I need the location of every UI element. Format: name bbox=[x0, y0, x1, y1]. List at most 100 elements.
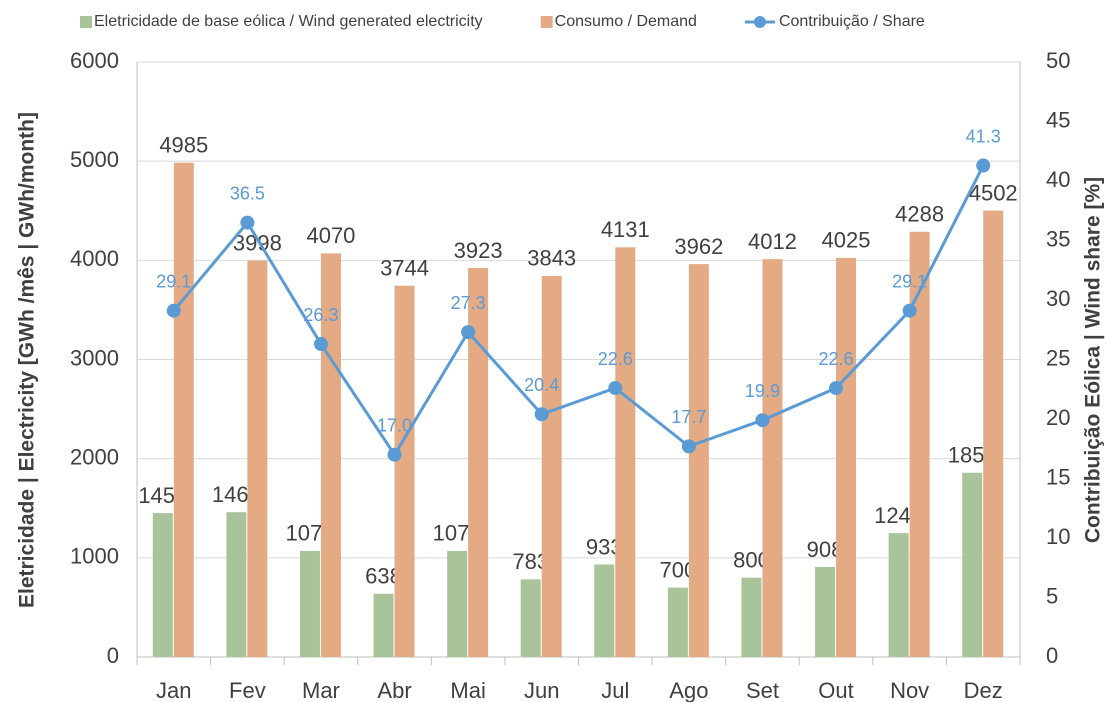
line bbox=[172, 164, 985, 458]
marker bbox=[461, 325, 476, 340]
data-label: 19.9 bbox=[745, 381, 780, 401]
y-tick-label: 1000 bbox=[70, 544, 119, 569]
marker bbox=[902, 303, 917, 318]
x-tick-label: Abr bbox=[377, 678, 411, 702]
marker bbox=[681, 439, 696, 454]
data-label: 4502 bbox=[969, 180, 1018, 205]
marker bbox=[829, 381, 844, 396]
y-tick-label: 5000 bbox=[70, 147, 119, 172]
x-tick-label: Jun bbox=[524, 678, 559, 702]
legend-swatch bbox=[80, 16, 92, 28]
data-label: 4131 bbox=[601, 217, 650, 242]
data-label: 3998 bbox=[233, 230, 282, 255]
bar bbox=[983, 210, 1004, 657]
bar bbox=[688, 264, 709, 657]
data-label: 4025 bbox=[822, 228, 871, 253]
y2-tick-label: 40 bbox=[1046, 167, 1070, 192]
bar bbox=[615, 247, 636, 657]
y-tick-label: 2000 bbox=[70, 444, 119, 469]
y2-tick-label: 0 bbox=[1046, 643, 1058, 668]
y2-tick-label: 35 bbox=[1046, 226, 1070, 251]
bar bbox=[226, 512, 247, 657]
y-tick-label: 4000 bbox=[70, 246, 119, 271]
bar bbox=[299, 550, 320, 657]
bar bbox=[667, 587, 688, 657]
y-tick-label: 0 bbox=[107, 643, 119, 668]
x-tick-label: Jul bbox=[601, 678, 629, 702]
y2-tick-label: 15 bbox=[1046, 464, 1070, 489]
bar bbox=[541, 275, 562, 657]
data-label: 20.4 bbox=[524, 375, 559, 395]
data-label: 27.3 bbox=[451, 293, 486, 313]
x-tick-label: Fev bbox=[229, 678, 266, 702]
marker bbox=[534, 407, 549, 422]
data-label: 3923 bbox=[454, 238, 503, 263]
bar bbox=[320, 253, 341, 657]
marker bbox=[755, 413, 770, 428]
y-axis-label: Eletricidade | Electricity [GWh /mês | G… bbox=[16, 112, 39, 608]
data-label: 29.1 bbox=[156, 271, 191, 291]
y2-tick-label: 45 bbox=[1046, 107, 1070, 132]
data-label: 22.6 bbox=[598, 349, 633, 369]
bar bbox=[152, 513, 173, 657]
marker bbox=[608, 381, 623, 396]
bar bbox=[741, 577, 762, 657]
marker bbox=[387, 447, 402, 462]
bar bbox=[909, 231, 930, 658]
bar bbox=[888, 533, 909, 657]
y-tick-label: 3000 bbox=[70, 345, 119, 370]
marker bbox=[313, 337, 328, 352]
x-tick-label: Set bbox=[746, 678, 779, 702]
data-label: 4288 bbox=[895, 202, 944, 227]
legend-label: Consumo / Demand bbox=[555, 13, 697, 30]
data-label: 4012 bbox=[748, 229, 797, 254]
x-tick-label: Jan bbox=[156, 678, 191, 702]
data-label: 3962 bbox=[674, 234, 723, 259]
data-label: 17.7 bbox=[671, 407, 706, 427]
bar bbox=[373, 593, 394, 657]
x-tick-label: Dez bbox=[964, 678, 1003, 702]
y2-tick-label: 20 bbox=[1046, 405, 1070, 430]
y2-tick-label: 10 bbox=[1046, 524, 1070, 549]
bar bbox=[836, 257, 857, 657]
data-label: 4985 bbox=[159, 132, 208, 157]
legend-swatch bbox=[540, 16, 553, 28]
data-label: 26.3 bbox=[303, 305, 338, 325]
x-tick-label: Mai bbox=[450, 678, 485, 702]
y2-tick-label: 30 bbox=[1046, 286, 1070, 311]
bar bbox=[247, 260, 268, 657]
bar bbox=[173, 162, 194, 657]
marker bbox=[976, 158, 991, 173]
data-label: 22.6 bbox=[819, 349, 854, 369]
data-label: 3744 bbox=[380, 256, 429, 281]
bar bbox=[815, 566, 836, 657]
bar bbox=[447, 550, 468, 657]
data-label: 17.0 bbox=[377, 415, 412, 435]
legend-label: Contribuição / Share bbox=[779, 13, 925, 30]
y2-axis-label: Contribuição Eólica | Wind share [%] bbox=[1082, 177, 1105, 543]
y2-tick-label: 5 bbox=[1046, 583, 1058, 608]
y2-tick-label: 50 bbox=[1046, 48, 1070, 73]
x-tick-label: Mar bbox=[302, 678, 340, 702]
bar bbox=[594, 564, 615, 657]
data-label: 36.5 bbox=[230, 183, 265, 203]
data-label: 29.1 bbox=[892, 271, 927, 291]
legend-label: Eletricidade de base eólica / Wind gener… bbox=[94, 13, 483, 30]
bar bbox=[468, 267, 489, 657]
x-tick-label: Nov bbox=[890, 678, 929, 702]
y-tick-label: 6000 bbox=[70, 48, 119, 73]
x-tick-label: Ago bbox=[669, 678, 708, 702]
data-label: 41.3 bbox=[966, 126, 1001, 146]
data-label: 3843 bbox=[527, 246, 576, 271]
legend-swatch bbox=[753, 16, 766, 28]
bar bbox=[520, 579, 541, 657]
bar bbox=[762, 259, 783, 657]
x-tick-label: Out bbox=[818, 678, 853, 702]
bar bbox=[394, 285, 415, 657]
bar bbox=[962, 472, 983, 657]
marker bbox=[240, 215, 255, 230]
marker bbox=[166, 303, 181, 318]
y2-tick-label: 25 bbox=[1046, 345, 1070, 370]
data-label: 4070 bbox=[306, 223, 355, 248]
